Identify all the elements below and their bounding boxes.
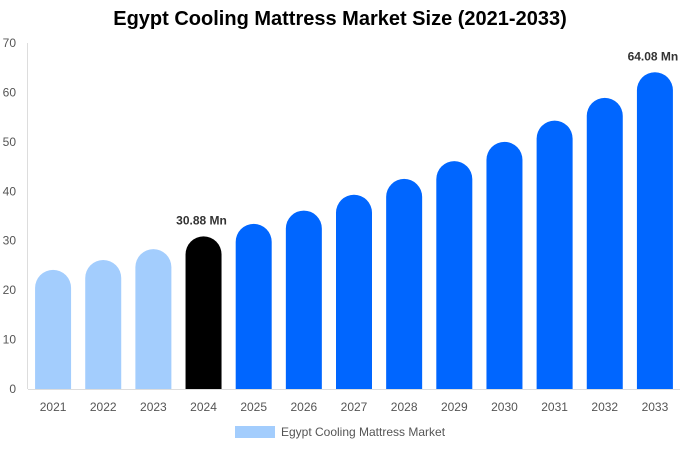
bar-2031 xyxy=(536,120,573,390)
bar-2023 xyxy=(135,249,172,389)
y-tick-label: 0 xyxy=(9,382,16,396)
x-tick-label: 2023 xyxy=(140,400,167,414)
y-tick-label: 60 xyxy=(3,85,17,99)
bar-2026 xyxy=(285,210,322,389)
chart-title: Egypt Cooling Mattress Market Size (2021… xyxy=(113,8,567,30)
bar-2032 xyxy=(586,97,623,389)
x-tick-label: 2024 xyxy=(190,400,217,414)
x-tick-label: 2021 xyxy=(40,400,67,414)
x-tick-label: 2027 xyxy=(341,400,368,414)
y-tick-label: 50 xyxy=(3,135,17,149)
y-tick-label: 10 xyxy=(3,333,17,347)
y-tick-label: 40 xyxy=(3,184,17,198)
x-tick-label: 2022 xyxy=(90,400,117,414)
x-tick-label: 2029 xyxy=(441,400,468,414)
data-label: 64.08 Mn xyxy=(628,49,679,63)
y-tick-label: 20 xyxy=(3,283,17,297)
bar-2027 xyxy=(336,194,372,389)
x-tick-label: 2028 xyxy=(391,400,418,414)
bar-2028 xyxy=(386,178,423,389)
x-tick-label: 2026 xyxy=(290,400,317,414)
y-tick-label: 70 xyxy=(3,36,17,50)
legend-label: Egypt Cooling Mattress Market xyxy=(280,425,446,439)
data-label: 30.88 Mn xyxy=(176,213,227,227)
x-tick-label: 2033 xyxy=(642,400,669,414)
bar-2022 xyxy=(85,259,122,389)
legend-swatch xyxy=(234,426,275,438)
bar-2024 xyxy=(185,236,222,389)
x-tick-label: 2031 xyxy=(541,400,568,414)
bar-2033 xyxy=(636,72,673,389)
y-tick-label: 30 xyxy=(3,234,17,248)
x-tick-label: 2025 xyxy=(240,400,267,414)
bar-2030 xyxy=(486,141,523,389)
x-tick-label: 2030 xyxy=(491,400,518,414)
bar-2029 xyxy=(436,161,473,389)
bar-2025 xyxy=(235,223,272,389)
bar-2021 xyxy=(35,269,72,389)
legend: Egypt Cooling Mattress Market xyxy=(0,425,680,439)
x-tick-label: 2032 xyxy=(591,400,618,414)
